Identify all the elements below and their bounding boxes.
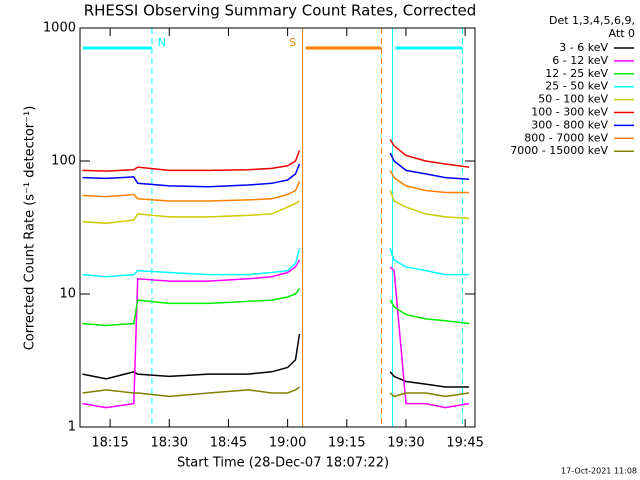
legend-label: 100 - 300 keV bbox=[531, 106, 608, 119]
x-tick-label: 19:00 bbox=[269, 436, 306, 451]
x-tick-label: 18:30 bbox=[151, 436, 188, 451]
x-axis-label: Start Time (28-Dec-07 18:07:22) bbox=[177, 456, 389, 471]
y-tick-label: 1 bbox=[68, 420, 76, 435]
series-line bbox=[82, 386, 470, 398]
series-line bbox=[82, 259, 470, 409]
y-tick-label: 10 bbox=[59, 287, 76, 302]
legend-label: 12 - 25 keV bbox=[545, 67, 608, 80]
legend-label: 3 - 6 keV bbox=[559, 41, 608, 54]
legend-header: Det 1,3,4,5,6,9, bbox=[549, 14, 635, 27]
legend-label: 800 - 7000 keV bbox=[524, 131, 608, 144]
series-line bbox=[82, 288, 470, 327]
x-tick-label: 19:45 bbox=[446, 436, 483, 451]
y-axis-label: Corrected Count Rate (s⁻¹ detector⁻¹) bbox=[23, 106, 38, 351]
interval-label: N bbox=[158, 36, 166, 49]
chart-title: RHESSI Observing Summary Count Rates, Co… bbox=[84, 2, 477, 20]
y-tick-label: 100 bbox=[51, 154, 76, 169]
series-line bbox=[82, 333, 470, 388]
y-tick-label: 1000 bbox=[43, 21, 76, 36]
x-tick-label: 18:15 bbox=[91, 436, 128, 451]
legend-label: 300 - 800 keV bbox=[531, 118, 608, 131]
plot-frame bbox=[79, 27, 476, 428]
legend-label: 6 - 12 keV bbox=[552, 54, 608, 67]
interval-label: S bbox=[289, 36, 296, 49]
legend-label: 7000 - 15000 keV bbox=[510, 144, 608, 157]
series-line bbox=[82, 248, 470, 278]
series-line bbox=[82, 170, 470, 202]
series-line bbox=[82, 139, 470, 172]
series-line bbox=[82, 190, 470, 225]
series-line bbox=[82, 152, 470, 188]
x-tick-label: 19:30 bbox=[387, 436, 424, 451]
x-tick-label: 18:45 bbox=[210, 436, 247, 451]
legend-label: 50 - 100 keV bbox=[538, 93, 608, 106]
footer: 17-Oct-2021 11:08 bbox=[561, 467, 637, 476]
x-tick-label: 19:15 bbox=[328, 436, 365, 451]
legend-label: 25 - 50 keV bbox=[545, 80, 608, 93]
legend-header: Att 0 bbox=[609, 27, 635, 40]
